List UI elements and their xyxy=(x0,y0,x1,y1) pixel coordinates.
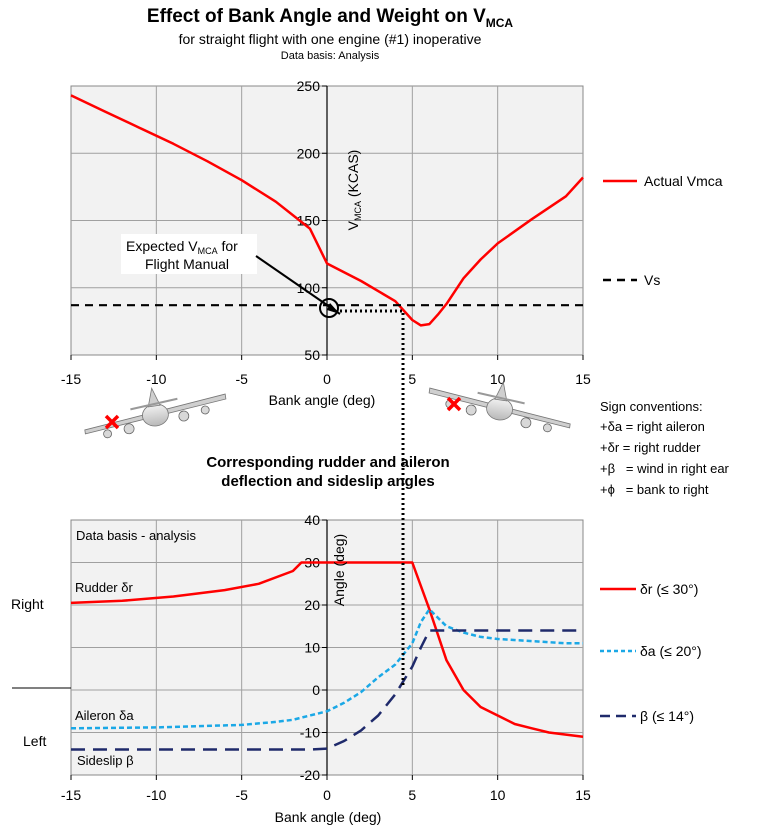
top-chart: 50 100 150 200 250 -15 -10 -5 0 5 10 15 Bank angle … xyxy=(61,78,591,408)
bottom-y-tick-label: -20 xyxy=(300,767,320,783)
top-x-tick-label: 0 xyxy=(323,371,331,387)
data-basis-label: Data basis: Analysis xyxy=(280,50,380,62)
legend-vs: Vs xyxy=(644,272,660,288)
right-direction-label: Right xyxy=(11,596,44,612)
bottom-title-line2: deflection and sideslip angles xyxy=(221,473,434,490)
legend-aileron: δa (≤ 20°) xyxy=(640,643,702,659)
annotation-expected-vmca: Expected VMCA for xyxy=(126,238,238,256)
engine-out-right-icon xyxy=(446,396,462,412)
aileron-curve-label: Aileron δa xyxy=(75,708,134,723)
series-rudder-line xyxy=(70,561,584,739)
bottom-x-axis-label: Bank angle (deg) xyxy=(275,809,382,825)
series-beta-line xyxy=(71,629,583,751)
top-x-axis-label: Bank angle (deg) xyxy=(269,392,376,408)
top-x-tick-label: -10 xyxy=(146,371,166,387)
sign-conventions-title: Sign conventions: xyxy=(600,399,703,414)
series-actual-vmca-line xyxy=(70,94,584,327)
title-main: Effect of Bank Angle and Weight on V xyxy=(146,6,486,27)
top-y-axis-label: VMCA (KCAS) xyxy=(345,150,363,231)
title-main-subscript: MCA xyxy=(485,15,514,30)
engine-out-left-icon xyxy=(104,414,120,430)
annotation-background xyxy=(121,234,257,274)
airplane-left-icon xyxy=(84,386,227,439)
top-x-tick-label: -5 xyxy=(235,371,248,387)
top-y-tick-label: 250 xyxy=(297,78,321,94)
top-x-tick-label: 10 xyxy=(490,371,506,387)
annotation-flight-manual: Flight Manual xyxy=(145,256,229,272)
bottom-y-axis-label: Angle (deg) xyxy=(331,534,347,606)
chart-subtitle: for straight flight with one engine (#1)… xyxy=(178,31,482,47)
sign-convention-aileron: +δa = right aileron xyxy=(600,419,705,434)
bottom-y-tick-label: -10 xyxy=(300,725,320,741)
bottom-data-basis-label: Data basis - analysis xyxy=(76,528,196,543)
bottom-y-tick-label: 40 xyxy=(304,512,320,528)
top-x-tick-label: 15 xyxy=(575,371,591,387)
top-axes: 50 100 150 200 250 -15 -10 -5 0 5 10 15 xyxy=(61,78,591,387)
top-y-tick-label: 50 xyxy=(304,347,320,363)
sign-convention-bank: +ϕ = bank to right xyxy=(600,482,709,497)
bottom-y-tick-label: 10 xyxy=(304,640,320,656)
annotation-arrow xyxy=(255,255,341,315)
left-direction-label: Left xyxy=(23,733,46,749)
expected-vmca-circle xyxy=(319,298,339,318)
sign-convention-rudder: +δr = right rudder xyxy=(600,440,701,455)
bottom-y-tick-label: 20 xyxy=(304,597,320,613)
legend-beta: β (≤ 14°) xyxy=(640,708,694,724)
bottom-x-tick-label: 10 xyxy=(490,787,506,803)
airplane-right-icon xyxy=(428,380,571,433)
top-y-tick-label: 150 xyxy=(297,213,321,229)
bottom-x-tick-label: -15 xyxy=(61,787,81,803)
bottom-x-tick-label: 0 xyxy=(323,787,331,803)
bottom-x-tick-label: 15 xyxy=(575,787,591,803)
vmca-connector-line xyxy=(340,309,405,688)
bottom-title-line1: Corresponding rudder and aileron xyxy=(206,454,449,471)
rudder-curve-label: Rudder δr xyxy=(75,580,133,595)
top-x-tick-label: 5 xyxy=(408,371,416,387)
chart-title: Effect of Bank Angle and Weight on VMCA xyxy=(0,6,660,30)
legend-actual-vmca: Actual Vmca xyxy=(644,173,723,189)
legend-rudder: δr (≤ 30°) xyxy=(640,581,698,597)
top-y-tick-label: 200 xyxy=(297,145,321,161)
top-x-tick-label: -15 xyxy=(61,371,81,387)
bottom-x-tick-label: -10 xyxy=(146,787,166,803)
top-y-tick-label: 100 xyxy=(297,280,321,296)
sign-convention-beta: +β = wind in right ear xyxy=(600,461,729,476)
bottom-x-tick-label: 5 xyxy=(408,787,416,803)
bottom-x-tick-label: -5 xyxy=(235,787,248,803)
sideslip-curve-label: Sideslip β xyxy=(77,753,134,768)
bottom-y-tick-label: 0 xyxy=(312,682,320,698)
